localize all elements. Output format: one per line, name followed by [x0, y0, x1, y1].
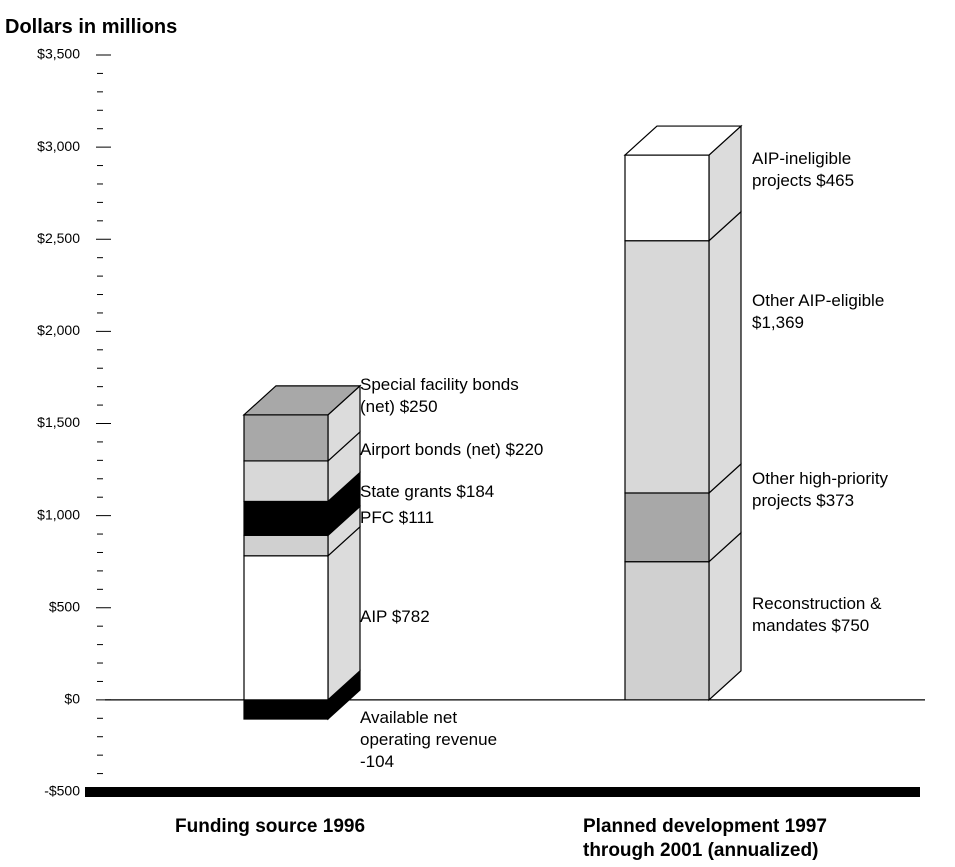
bar-segment	[243, 555, 329, 701]
segment-label: AIP-ineligible projects $465	[752, 148, 902, 192]
value-label: $465	[816, 171, 855, 190]
segment-label: Other AIP-eligible $1,369	[752, 290, 927, 334]
segment-label: Special facility bonds (net) $250	[360, 374, 530, 418]
y-tick-label: $2,500	[37, 230, 80, 246]
value-label: $250	[399, 397, 438, 416]
bar-segment	[624, 154, 710, 242]
bar-side	[708, 210, 742, 495]
value-label: $220	[505, 440, 544, 459]
bar-segment	[243, 414, 329, 462]
series-name: Reconstruction & mandates	[752, 594, 882, 635]
x-axis-bar	[85, 787, 920, 797]
series-name: Other AIP-eligible	[752, 291, 885, 310]
bar-segment	[624, 492, 710, 563]
series-name: Special facility bonds (net)	[360, 375, 519, 416]
series-name: Other high-priority projects	[752, 469, 889, 510]
bar-segment	[624, 240, 710, 494]
y-tick-label: -$500	[44, 783, 80, 799]
y-tick-label: $0	[64, 691, 80, 707]
y-tick-label: $3,000	[37, 138, 80, 154]
bar-segment	[243, 460, 329, 503]
bar-segment	[243, 500, 329, 536]
bar-side	[327, 525, 361, 702]
value-label: $184	[456, 482, 495, 501]
bar-segment	[624, 561, 710, 701]
y-tick-label: $2,000	[37, 322, 80, 338]
segment-label: Available net operating revenue -104	[360, 707, 520, 773]
bar-top	[623, 125, 743, 156]
x-tick-label: Planned development 1997 through 2001 (a…	[583, 816, 827, 861]
y-tick-label: $500	[49, 598, 80, 614]
segment-label: PFC $111	[360, 507, 560, 529]
segment-label: Airport bonds (net) $220	[360, 439, 590, 461]
chart-title: Dollars in millions	[5, 16, 178, 38]
value-label: $1,369	[752, 313, 804, 332]
bar-top	[242, 385, 362, 416]
y-tick-label: $1,000	[37, 506, 80, 522]
segment-label: Other high-priority projects $373	[752, 468, 942, 512]
value-label: $111	[398, 508, 435, 527]
segment-label: State grants $184	[360, 481, 560, 503]
segment-label: AIP $782	[360, 606, 560, 628]
series-name: Airport bonds (net)	[360, 440, 501, 459]
series-name: AIP	[360, 607, 388, 626]
bar-segment	[243, 534, 329, 557]
segment-label: Reconstruction & mandates $750	[752, 593, 942, 637]
value-label: $373	[816, 491, 855, 510]
bar-segment	[243, 699, 329, 720]
value-label: -104	[360, 752, 395, 771]
y-tick-label: $3,500	[37, 46, 80, 62]
x-tick-label: Funding source 1996	[175, 816, 366, 837]
series-name: AIP-ineligible projects	[752, 149, 852, 190]
series-name: State grants	[360, 482, 452, 501]
series-name: PFC	[360, 508, 394, 527]
y-tick-label: $1,500	[37, 414, 80, 430]
value-label: $782	[391, 607, 430, 626]
value-label: $750	[831, 616, 870, 635]
series-name: Available net operating revenue	[360, 708, 498, 749]
